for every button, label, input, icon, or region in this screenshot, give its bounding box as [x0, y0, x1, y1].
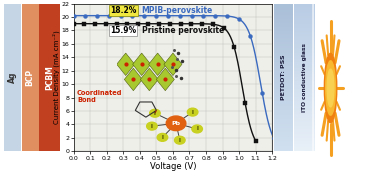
X-axis label: Voltage (V): Voltage (V): [150, 162, 196, 171]
Text: Coordinated
Bond: Coordinated Bond: [77, 90, 122, 103]
Circle shape: [324, 53, 337, 123]
Text: Ag: Ag: [8, 72, 17, 83]
Text: 15.9%: 15.9%: [110, 26, 136, 35]
Y-axis label: Current Density (mA cm⁻²): Current Density (mA cm⁻²): [53, 31, 60, 124]
Circle shape: [327, 69, 334, 107]
Text: Pristine perovskite: Pristine perovskite: [141, 26, 224, 35]
Text: BCP: BCP: [26, 69, 34, 86]
Text: PETDOT: PSS: PETDOT: PSS: [281, 55, 286, 100]
Text: MPIB-perovskite: MPIB-perovskite: [141, 6, 213, 15]
Text: 18.2%: 18.2%: [110, 6, 136, 15]
Circle shape: [326, 61, 335, 115]
Text: PCBM: PCBM: [45, 65, 54, 90]
Text: ITO conductive glass: ITO conductive glass: [302, 43, 307, 112]
